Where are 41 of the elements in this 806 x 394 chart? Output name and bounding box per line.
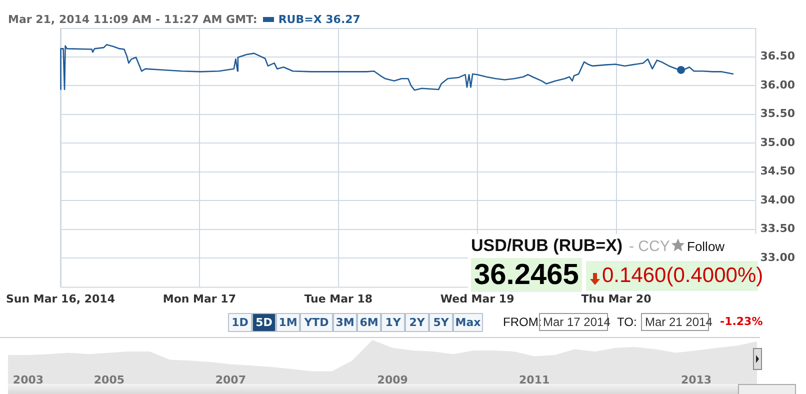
text: 1D [228,313,252,332]
chart-title: Mar 21, 2014 11:09 AM - 11:27 AM GMT: [8,13,258,26]
annotation: 36.2465 [471,258,582,292]
y-tick-label: 35.50 [760,107,796,120]
text: 5Y [429,313,453,332]
text: 1Y [381,313,405,332]
x-tick-label: 2011 [519,373,550,386]
annotation: Follow [687,239,725,254]
x-tick-label: 2005 [94,373,125,386]
x-tick-label: 2007 [215,373,246,386]
text: YTD [300,313,333,332]
text: 0.1460(0.4000%) [602,264,764,287]
x-tick-label: 2009 [377,373,408,386]
text: Mar 21 2014 [644,314,712,331]
text: 3M [333,313,357,332]
text: Max [453,313,483,332]
x-tick-label: Thu Mar 20 [581,292,652,306]
text: TO: [617,315,637,329]
text: 1M [276,313,300,332]
annotation: USD/RUB (RUB=X) [471,236,623,256]
text: -1.23% [720,315,763,328]
y-tick-label: 34.00 [760,193,796,206]
text: 2Y [405,313,429,332]
x-tick-label: Mon Mar 17 [162,292,236,306]
text: FROM: [503,315,542,329]
text: 6M [357,313,381,332]
x-tick-label: Tue Mar 18 [304,292,373,306]
x-tick-label: 2013 [680,373,712,386]
x-tick-label: Wed Mar 19 [440,292,514,306]
y-tick-label: 36.00 [760,78,796,92]
x-tick-label: 2003 [12,373,44,386]
text: Mar 17 2014 [543,315,610,329]
y-tick-label: 34.50 [760,164,796,178]
annotation: - CCY [629,238,670,255]
text: 5D [252,313,276,332]
legend-label: RUB=X 36.27 [278,13,360,26]
y-tick-label: 33.00 [760,250,796,264]
y-tick-label: 36.50 [760,50,796,63]
x-tick-label: Sun Mar 16, 2014 [6,292,116,306]
y-tick-label: 35.00 [760,136,796,149]
y-tick-label: 33.50 [760,222,796,236]
